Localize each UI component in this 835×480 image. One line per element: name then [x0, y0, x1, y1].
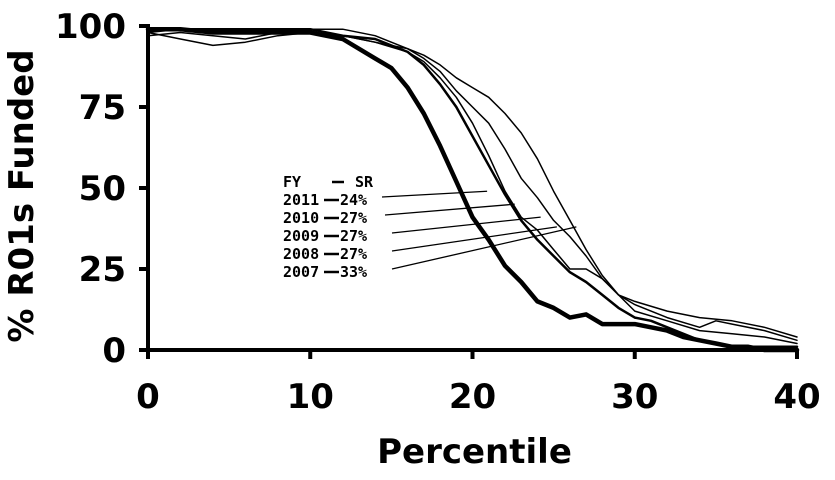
legend-entry-fy: 2010 — [283, 209, 319, 227]
series-line-2011 — [145, 26, 800, 353]
series-line-2009 — [147, 31, 798, 345]
legend-pointer-line — [384, 203, 515, 216]
y-tick-label: 100 — [55, 7, 126, 47]
series-lines — [145, 26, 800, 353]
legend-entry-fy: 2009 — [283, 227, 319, 245]
legend: FY SR 2011 24% 2010 27% 2009 27% 2008 27% 2007 33% — [283, 173, 577, 281]
y-tick-label: 0 — [102, 331, 126, 371]
legend-pointer-line — [391, 216, 541, 234]
legend-entry-fy: 2007 — [283, 263, 319, 281]
y-tick-label: 75 — [79, 88, 126, 128]
x-tick-label: 10 — [287, 377, 334, 417]
series-line-2010 — [146, 27, 799, 349]
legend-header-fy: FY — [283, 173, 301, 191]
legend-entry-sr: 33% — [340, 263, 367, 281]
x-tick-label: 20 — [449, 377, 496, 417]
legend-entry-sr: 27% — [340, 209, 367, 227]
x-tick-label: 30 — [611, 377, 658, 417]
y-tick-label: 50 — [79, 169, 126, 209]
x-tick-label: 0 — [136, 377, 160, 417]
x-axis-title: Percentile — [377, 432, 572, 472]
legend-entry-fy: 2011 — [283, 191, 319, 209]
legend-entry-sr: 27% — [340, 245, 367, 263]
legend-pointer-line — [391, 226, 577, 270]
legend-pointer-line — [381, 190, 488, 198]
y-axis-title: % R01s Funded — [2, 49, 42, 342]
y-tick-label: 25 — [79, 250, 126, 290]
axes: 0 10 20 30 40 0 25 50 75 100 — [55, 7, 821, 417]
series-line-2008 — [147, 31, 798, 342]
legend-entry-fy: 2008 — [283, 245, 319, 263]
legend-header-sr: SR — [355, 173, 374, 191]
series-line-2007 — [147, 28, 798, 338]
legend-pointer-line — [391, 226, 557, 252]
legend-entry-sr: 27% — [340, 227, 367, 245]
legend-entry-sr: 24% — [340, 191, 367, 209]
x-tick-label: 40 — [773, 377, 820, 417]
